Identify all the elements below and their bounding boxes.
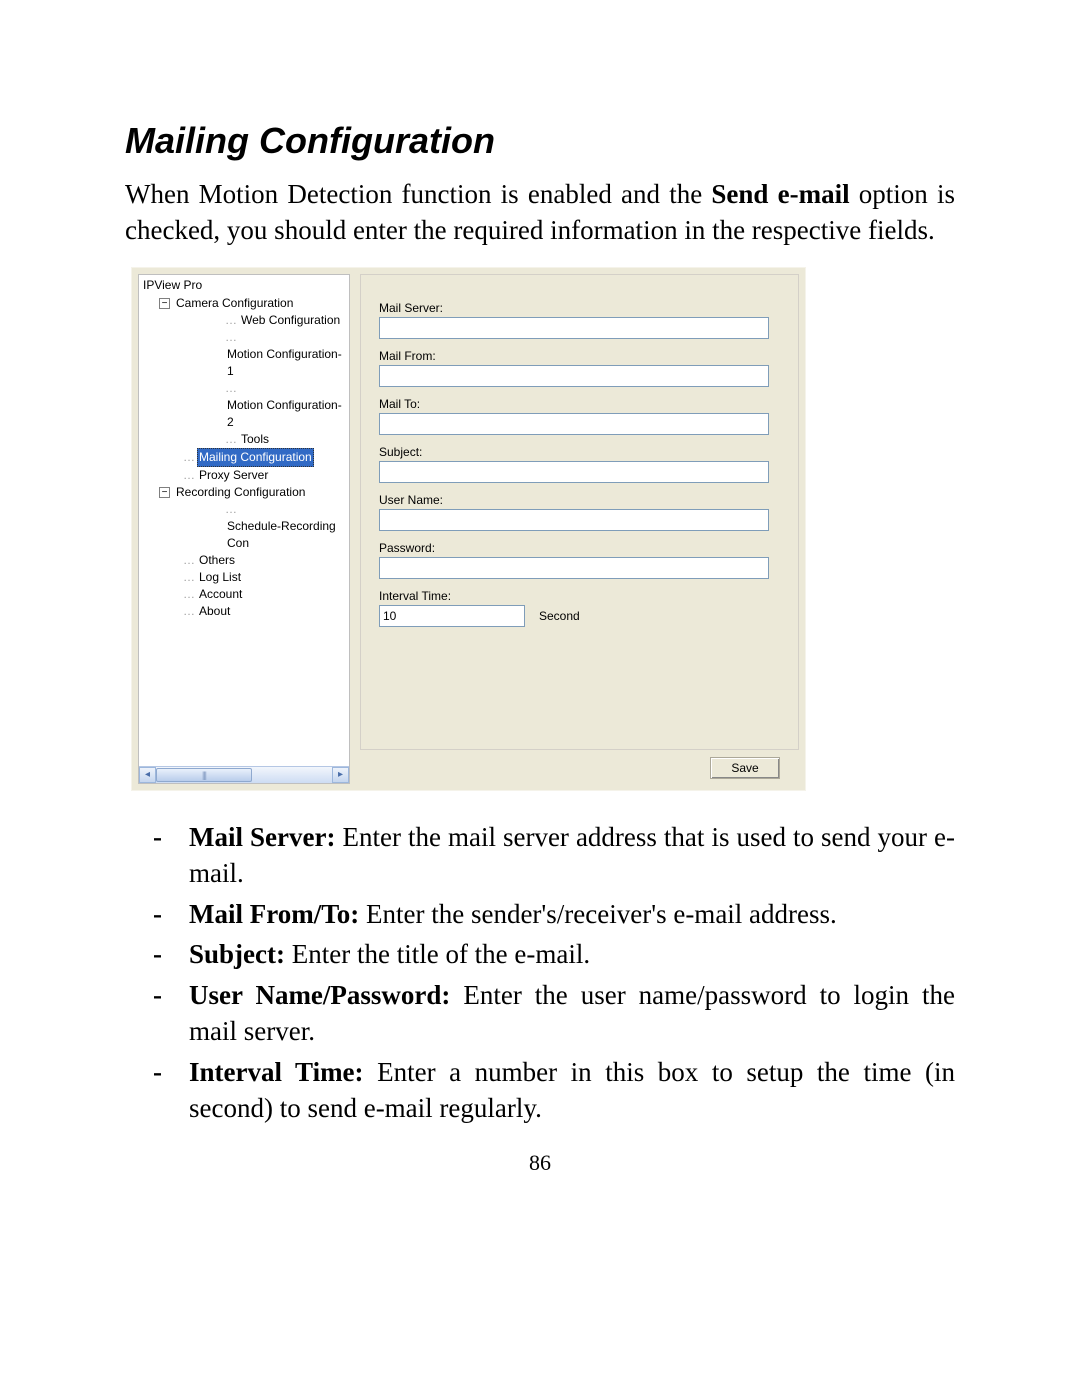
tree-item-web-configuration[interactable]: …Web Configuration <box>139 312 349 329</box>
tree-connector-icon: … <box>183 603 195 620</box>
tree-item-label: Motion Configuration-1 <box>225 346 349 380</box>
tree-item-label: Tools <box>239 431 271 448</box>
save-button[interactable]: Save <box>710 757 780 779</box>
field-password: Password: <box>379 541 780 579</box>
nav-tree-panel: IPView Pro −Camera Configuration…Web Con… <box>138 274 350 784</box>
intro-text-bold: Send e-mail <box>711 179 849 209</box>
field-interval: Interval Time: Second <box>379 589 780 627</box>
app-screenshot: IPView Pro −Camera Configuration…Web Con… <box>131 267 806 791</box>
field-mail_to: Mail To: <box>379 397 780 435</box>
tree-item-camera-configuration[interactable]: −Camera Configuration <box>139 295 349 312</box>
label-password: Password: <box>379 541 780 555</box>
bullet-bold: Subject: <box>189 939 285 969</box>
tree-item-label: Mailing Configuration <box>197 448 314 467</box>
tree-connector-icon: … <box>225 431 237 448</box>
tree-connector-icon: … <box>183 449 195 466</box>
tree-connector-icon: … <box>183 467 195 484</box>
bullet-item-0: Mail Server: Enter the mail server addre… <box>125 819 955 892</box>
bullet-text: Enter the title of the e-mail. <box>285 939 590 969</box>
description-list: Mail Server: Enter the mail server addre… <box>125 819 955 1127</box>
scroll-left-button[interactable]: ◂ <box>139 767 156 783</box>
tree-item-label: Account <box>197 586 244 603</box>
bullet-bold: Mail Server: <box>189 822 335 852</box>
tree-connector-icon: … <box>225 312 237 329</box>
tree-item-motion-configuration-2[interactable]: …Motion Configuration-2 <box>139 380 349 431</box>
input-mail_to[interactable] <box>379 413 769 435</box>
label-mail_server: Mail Server: <box>379 301 780 315</box>
page-title: Mailing Configuration <box>125 120 955 162</box>
field-user_name: User Name: <box>379 493 780 531</box>
tree-item-label: Others <box>197 552 237 569</box>
scroll-right-button[interactable]: ▸ <box>332 767 349 783</box>
intro-text-pre: When Motion Detection function is enable… <box>125 179 711 209</box>
bullet-item-3: User Name/Password: Enter the user name/… <box>125 977 955 1050</box>
tree-item-label: Log List <box>197 569 243 586</box>
tree-item-motion-configuration-1[interactable]: …Motion Configuration-1 <box>139 329 349 380</box>
label-user_name: User Name: <box>379 493 780 507</box>
tree-connector-icon: … <box>183 586 195 603</box>
nav-tree: −Camera Configuration…Web Configuration…… <box>139 295 349 620</box>
tree-item-label: Camera Configuration <box>174 295 295 312</box>
tree-item-recording-configuration[interactable]: −Recording Configuration <box>139 484 349 501</box>
intro-paragraph: When Motion Detection function is enable… <box>125 176 955 249</box>
bullet-bold: Interval Time: <box>189 1057 364 1087</box>
field-mail_server: Mail Server: <box>379 301 780 339</box>
form-panel: Mail Server: Mail From: Mail To: Subject: Us… <box>360 274 799 750</box>
bullet-item-2: Subject: Enter the title of the e-mail. <box>125 936 955 972</box>
tree-item-label: Schedule-Recording Con <box>225 518 349 552</box>
field-mail_from: Mail From: <box>379 349 780 387</box>
interval-unit-label: Second <box>539 609 580 623</box>
scroll-thumb[interactable]: ||| <box>156 768 252 782</box>
tree-expander-icon[interactable]: − <box>159 487 170 498</box>
tree-item-mailing-configuration[interactable]: …Mailing Configuration <box>139 448 349 467</box>
label-subject: Subject: <box>379 445 780 459</box>
scroll-track[interactable]: ||| <box>156 767 332 783</box>
input-mail_from[interactable] <box>379 365 769 387</box>
bullet-bold: User Name/Password: <box>189 980 450 1010</box>
input-interval[interactable] <box>379 605 525 627</box>
label-mail_from: Mail From: <box>379 349 780 363</box>
tree-connector-icon: … <box>183 569 195 586</box>
tree-root-label[interactable]: IPView Pro <box>139 275 349 295</box>
tree-item-tools[interactable]: …Tools <box>139 431 349 448</box>
label-interval: Interval Time: <box>379 589 780 603</box>
label-mail_to: Mail To: <box>379 397 780 411</box>
tree-item-label: Recording Configuration <box>174 484 307 501</box>
bullet-item-4: Interval Time: Enter a number in this bo… <box>125 1054 955 1127</box>
input-mail_server[interactable] <box>379 317 769 339</box>
bullet-bold: Mail From/To: <box>189 899 359 929</box>
tree-item-label: About <box>197 603 232 620</box>
tree-connector-icon: … <box>225 380 237 397</box>
tree-connector-icon: … <box>183 552 195 569</box>
tree-item-proxy-server[interactable]: …Proxy Server <box>139 467 349 484</box>
tree-connector-icon: … <box>225 501 237 518</box>
document-page: Mailing Configuration When Motion Detect… <box>0 0 1080 1176</box>
tree-item-others[interactable]: …Others <box>139 552 349 569</box>
input-subject[interactable] <box>379 461 769 483</box>
input-password[interactable] <box>379 557 769 579</box>
tree-item-account[interactable]: …Account <box>139 586 349 603</box>
tree-item-about[interactable]: …About <box>139 603 349 620</box>
page-number: 86 <box>125 1150 955 1176</box>
form-field-group: Mail Server: Mail From: Mail To: Subject: Us… <box>379 301 780 637</box>
bullet-item-1: Mail From/To: Enter the sender's/receive… <box>125 896 955 932</box>
input-user_name[interactable] <box>379 509 769 531</box>
tree-item-log-list[interactable]: …Log List <box>139 569 349 586</box>
tree-connector-icon: … <box>225 329 237 346</box>
tree-expander-icon[interactable]: − <box>159 298 170 309</box>
tree-item-schedule-recording-con[interactable]: …Schedule-Recording Con <box>139 501 349 552</box>
tree-item-label: Web Configuration <box>239 312 342 329</box>
horizontal-scrollbar[interactable]: ◂ ||| ▸ <box>139 766 349 783</box>
bullet-text: Enter the sender's/receiver's e-mail add… <box>359 899 837 929</box>
tree-item-label: Motion Configuration-2 <box>225 397 349 431</box>
field-subject: Subject: <box>379 445 780 483</box>
tree-item-label: Proxy Server <box>197 467 270 484</box>
